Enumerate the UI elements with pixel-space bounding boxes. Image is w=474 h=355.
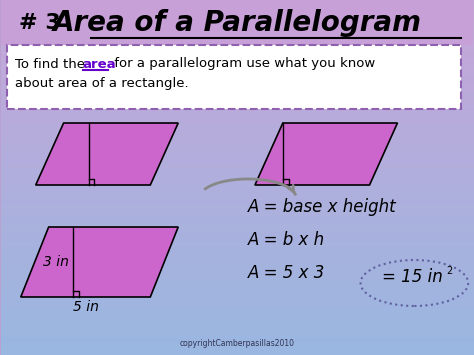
Text: A = 5 x 3: A = 5 x 3 — [248, 264, 325, 282]
Text: for a parallelogram use what you know: for a parallelogram use what you know — [110, 58, 376, 71]
Text: A = base x height: A = base x height — [248, 198, 397, 216]
Text: = 15 in: = 15 in — [383, 268, 443, 286]
Text: A = b x h: A = b x h — [248, 231, 325, 249]
Text: 2: 2 — [446, 266, 453, 276]
Text: # 3: # 3 — [19, 13, 61, 33]
Polygon shape — [255, 123, 397, 185]
Text: about area of a rectangle.: about area of a rectangle. — [15, 77, 188, 91]
Text: 5 in: 5 in — [73, 300, 99, 314]
FancyBboxPatch shape — [1, 0, 473, 45]
Text: copyrightCamberpasillas2010: copyrightCamberpasillas2010 — [180, 339, 294, 348]
Polygon shape — [36, 123, 178, 185]
FancyBboxPatch shape — [7, 45, 461, 109]
Text: To find the: To find the — [15, 58, 89, 71]
Text: area: area — [82, 58, 116, 71]
Text: Area of a Parallelogram: Area of a Parallelogram — [53, 9, 421, 37]
Text: 3 in: 3 in — [43, 255, 69, 269]
Polygon shape — [21, 227, 178, 297]
